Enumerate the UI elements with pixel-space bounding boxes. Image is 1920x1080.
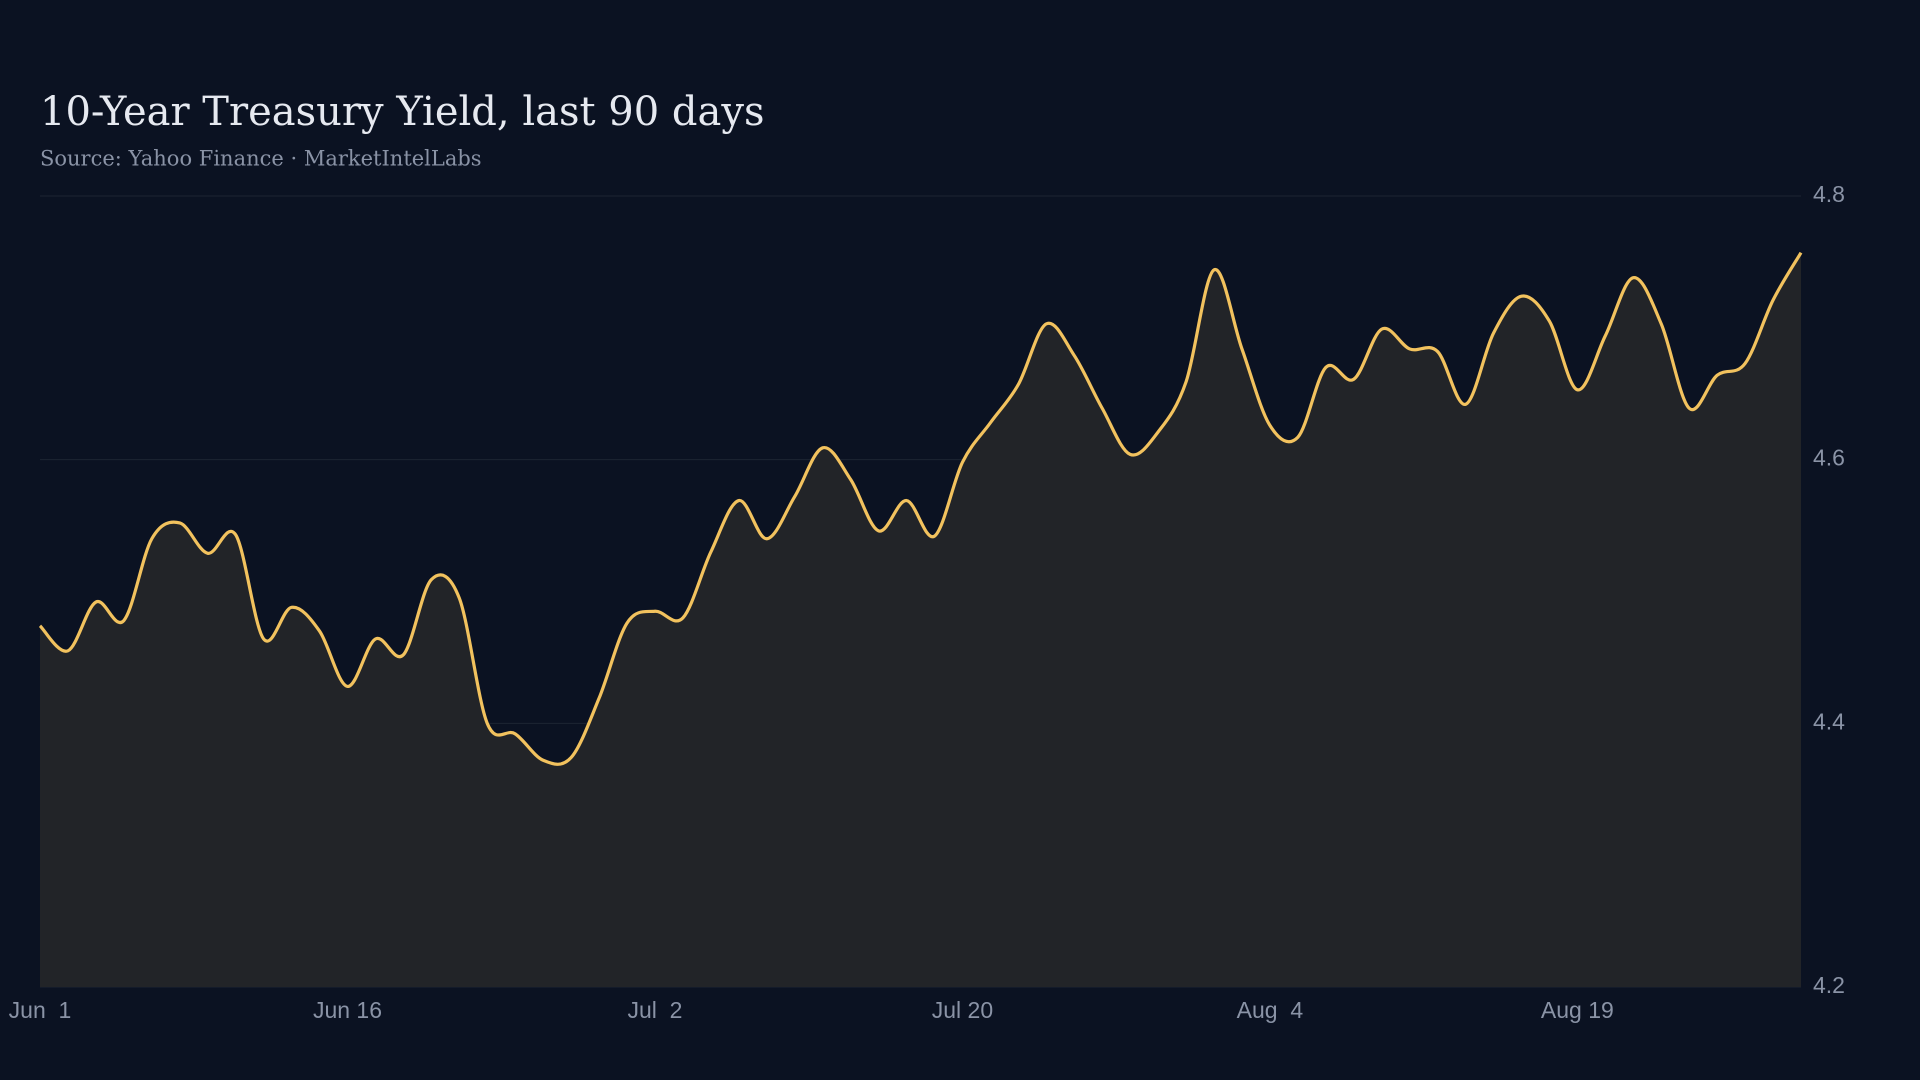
x-tick-label: Jun 16 — [313, 997, 382, 1023]
chart-subtitle: Source: Yahoo Finance · MarketIntelLabs — [40, 147, 482, 171]
x-tick-label: Jul 20 — [932, 997, 993, 1023]
x-tick-label: Aug 4 — [1237, 997, 1304, 1023]
x-tick-label: Aug 19 — [1541, 997, 1614, 1023]
y-tick-label: 4.4 — [1813, 708, 1845, 734]
y-tick-label: 4.2 — [1813, 972, 1845, 998]
y-tick-label: 4.6 — [1813, 445, 1845, 471]
chart-title: 10-Year Treasury Yield, last 90 days — [40, 89, 765, 135]
line — [38, 251, 1803, 766]
x-tick-label: Jun 1 — [9, 997, 72, 1023]
x-tick-label: Jul 2 — [627, 997, 682, 1023]
y-tick-label: 4.8 — [1813, 181, 1845, 207]
area — [40, 252, 1801, 987]
